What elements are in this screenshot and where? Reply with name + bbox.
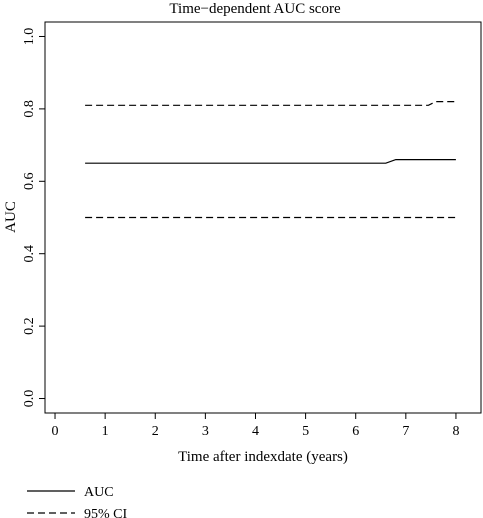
x-axis: 0 1 2 3 4 5 6 7 8 bbox=[52, 413, 459, 439]
x-tick-label: 1 bbox=[102, 424, 109, 439]
series-layer bbox=[85, 100, 456, 219]
x-tick-label: 0 bbox=[52, 424, 59, 439]
x-axis-label: Time after indexdate (years) bbox=[178, 449, 348, 465]
x-tick-label: 4 bbox=[252, 424, 259, 439]
legend: AUC 95% CI bbox=[27, 485, 128, 518]
y-tick-label: 0.6 bbox=[22, 173, 37, 191]
y-tick-label: 0.4 bbox=[22, 245, 37, 263]
y-tick-label: 0.8 bbox=[22, 100, 37, 118]
plot-frame bbox=[44, 21, 482, 414]
chart-title: Time−dependent AUC score bbox=[169, 1, 341, 17]
y-axis-label: AUC bbox=[3, 201, 19, 233]
y-axis: 0.0 0.2 0.4 0.6 0.8 1.0 bbox=[22, 28, 45, 408]
y-tick-label: 1.0 bbox=[22, 28, 37, 46]
x-tick-label: 2 bbox=[152, 424, 159, 439]
series-line-95-ci bbox=[85, 100, 456, 106]
legend-label: 95% CI bbox=[84, 507, 128, 518]
x-tick-label: 6 bbox=[352, 424, 359, 439]
x-tick-label: 5 bbox=[302, 424, 309, 439]
y-tick-label: 0.0 bbox=[22, 390, 37, 408]
x-tick-label: 7 bbox=[402, 424, 409, 439]
series-line-auc bbox=[85, 159, 456, 164]
legend-label: AUC bbox=[84, 485, 114, 500]
y-tick-label: 0.2 bbox=[22, 317, 37, 335]
x-tick-label: 3 bbox=[202, 424, 209, 439]
x-tick-label: 8 bbox=[452, 424, 459, 439]
